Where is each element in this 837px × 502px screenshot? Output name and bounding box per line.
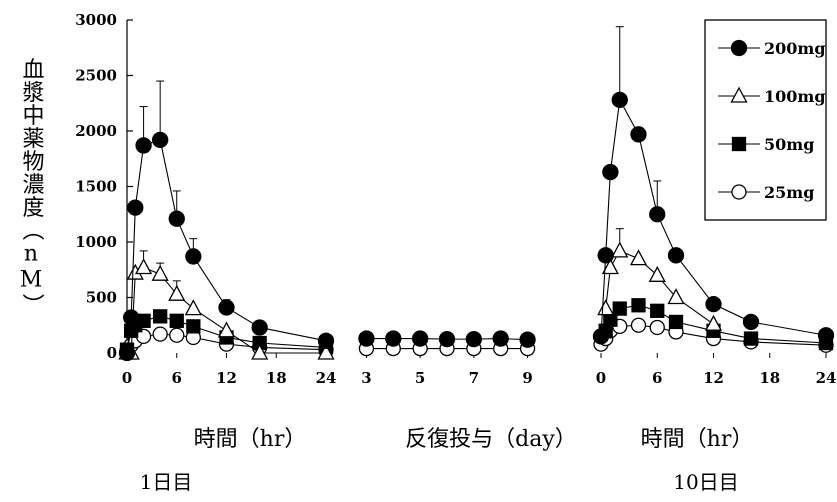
x-tick-label: 18 [759, 369, 780, 387]
data-point [519, 331, 536, 348]
data-point [743, 331, 759, 346]
legend: 200mg 100mg 50mg 25mg [704, 19, 827, 221]
y-tick-label: 2000 [75, 122, 117, 140]
data-point [251, 343, 269, 360]
data-point [492, 330, 509, 347]
data-point [134, 258, 153, 275]
x-tick-label: 7 [469, 369, 479, 387]
data-point [465, 330, 483, 348]
legend-marker [730, 39, 748, 57]
x-tick-label: 0 [596, 369, 606, 387]
legend-marker [731, 184, 747, 200]
data-point [118, 344, 136, 362]
data-point [385, 330, 402, 347]
y-tick-label: 1500 [75, 178, 117, 196]
data-point [186, 319, 201, 334]
x-tick-label: 12 [703, 369, 724, 387]
data-point [592, 328, 610, 345]
y-axis-title: 血漿中薬物濃度（nM） [19, 58, 45, 317]
x-axis-title: 時間（hr） [641, 427, 754, 452]
data-point [601, 258, 619, 275]
legend-label: 50mg [764, 135, 814, 154]
x-tick-label: 0 [122, 369, 132, 387]
data-point [169, 327, 185, 343]
y-tick-label: 2500 [75, 67, 117, 85]
data-point [184, 299, 202, 316]
data-point [597, 247, 614, 264]
data-point [817, 327, 835, 344]
day-sublabel: 1日目 [140, 470, 193, 494]
data-point [742, 313, 760, 331]
day-sublabel: 10日目 [673, 470, 738, 494]
data-point [631, 298, 646, 313]
series-line [126, 139, 327, 354]
series-200mg [118, 26, 835, 362]
data-point [185, 248, 202, 265]
data-point [602, 163, 619, 181]
series-line [600, 98, 827, 337]
data-point [317, 332, 335, 349]
data-point [629, 249, 648, 266]
x-tick-label: 3 [361, 369, 371, 387]
data-point [317, 343, 335, 360]
data-point [704, 314, 723, 331]
data-point [649, 206, 666, 223]
data-point [127, 199, 144, 216]
y-tick-label: 0 [107, 344, 117, 362]
data-point [630, 126, 647, 143]
data-point [630, 317, 647, 333]
data-point [667, 288, 685, 305]
x-axis-title: 時間（hr） [194, 427, 307, 452]
data-point [152, 326, 168, 342]
x-axis-title: 反復投与（day） [405, 427, 577, 452]
data-point [612, 301, 627, 316]
x-tick-label: 5 [415, 369, 425, 387]
x-tick-label: 6 [652, 369, 662, 387]
data-point [135, 137, 152, 154]
legend-label: 25mg [764, 183, 814, 202]
series-50mg [119, 298, 834, 357]
data-point [168, 210, 185, 227]
data-point [611, 241, 629, 258]
data-point [597, 299, 615, 316]
x-tick-label: 9 [522, 369, 532, 387]
data-point [358, 330, 375, 347]
data-point [122, 309, 140, 326]
data-point [169, 313, 184, 328]
x-tick-label: 18 [266, 369, 287, 387]
x-tick-label: 12 [216, 369, 237, 387]
data-point [649, 319, 665, 336]
legend-marker [731, 136, 747, 152]
legend-marker [730, 86, 748, 103]
legend-label: 200mg [764, 39, 826, 58]
y-tick-label: 500 [86, 289, 117, 307]
data-point [705, 296, 722, 313]
data-point [251, 319, 268, 336]
legend-label: 100mg [764, 87, 826, 106]
y-tick-label: 1000 [75, 233, 117, 251]
x-tick-label: 6 [172, 369, 182, 387]
data-point [168, 284, 186, 301]
data-point [438, 330, 456, 348]
data-point [611, 91, 628, 109]
x-tick-label: 24 [816, 369, 837, 387]
data-point [411, 330, 429, 347]
data-point [151, 264, 169, 281]
x-tick-label: 24 [316, 369, 337, 387]
data-point [650, 303, 665, 318]
data-point [648, 265, 666, 282]
data-point [218, 299, 235, 316]
data-point [667, 247, 685, 264]
data-point [217, 321, 236, 338]
y-tick-label: 3000 [75, 11, 117, 29]
legend-box [704, 19, 827, 221]
data-point [152, 131, 169, 149]
data-point [668, 314, 684, 330]
data-point [153, 309, 168, 324]
